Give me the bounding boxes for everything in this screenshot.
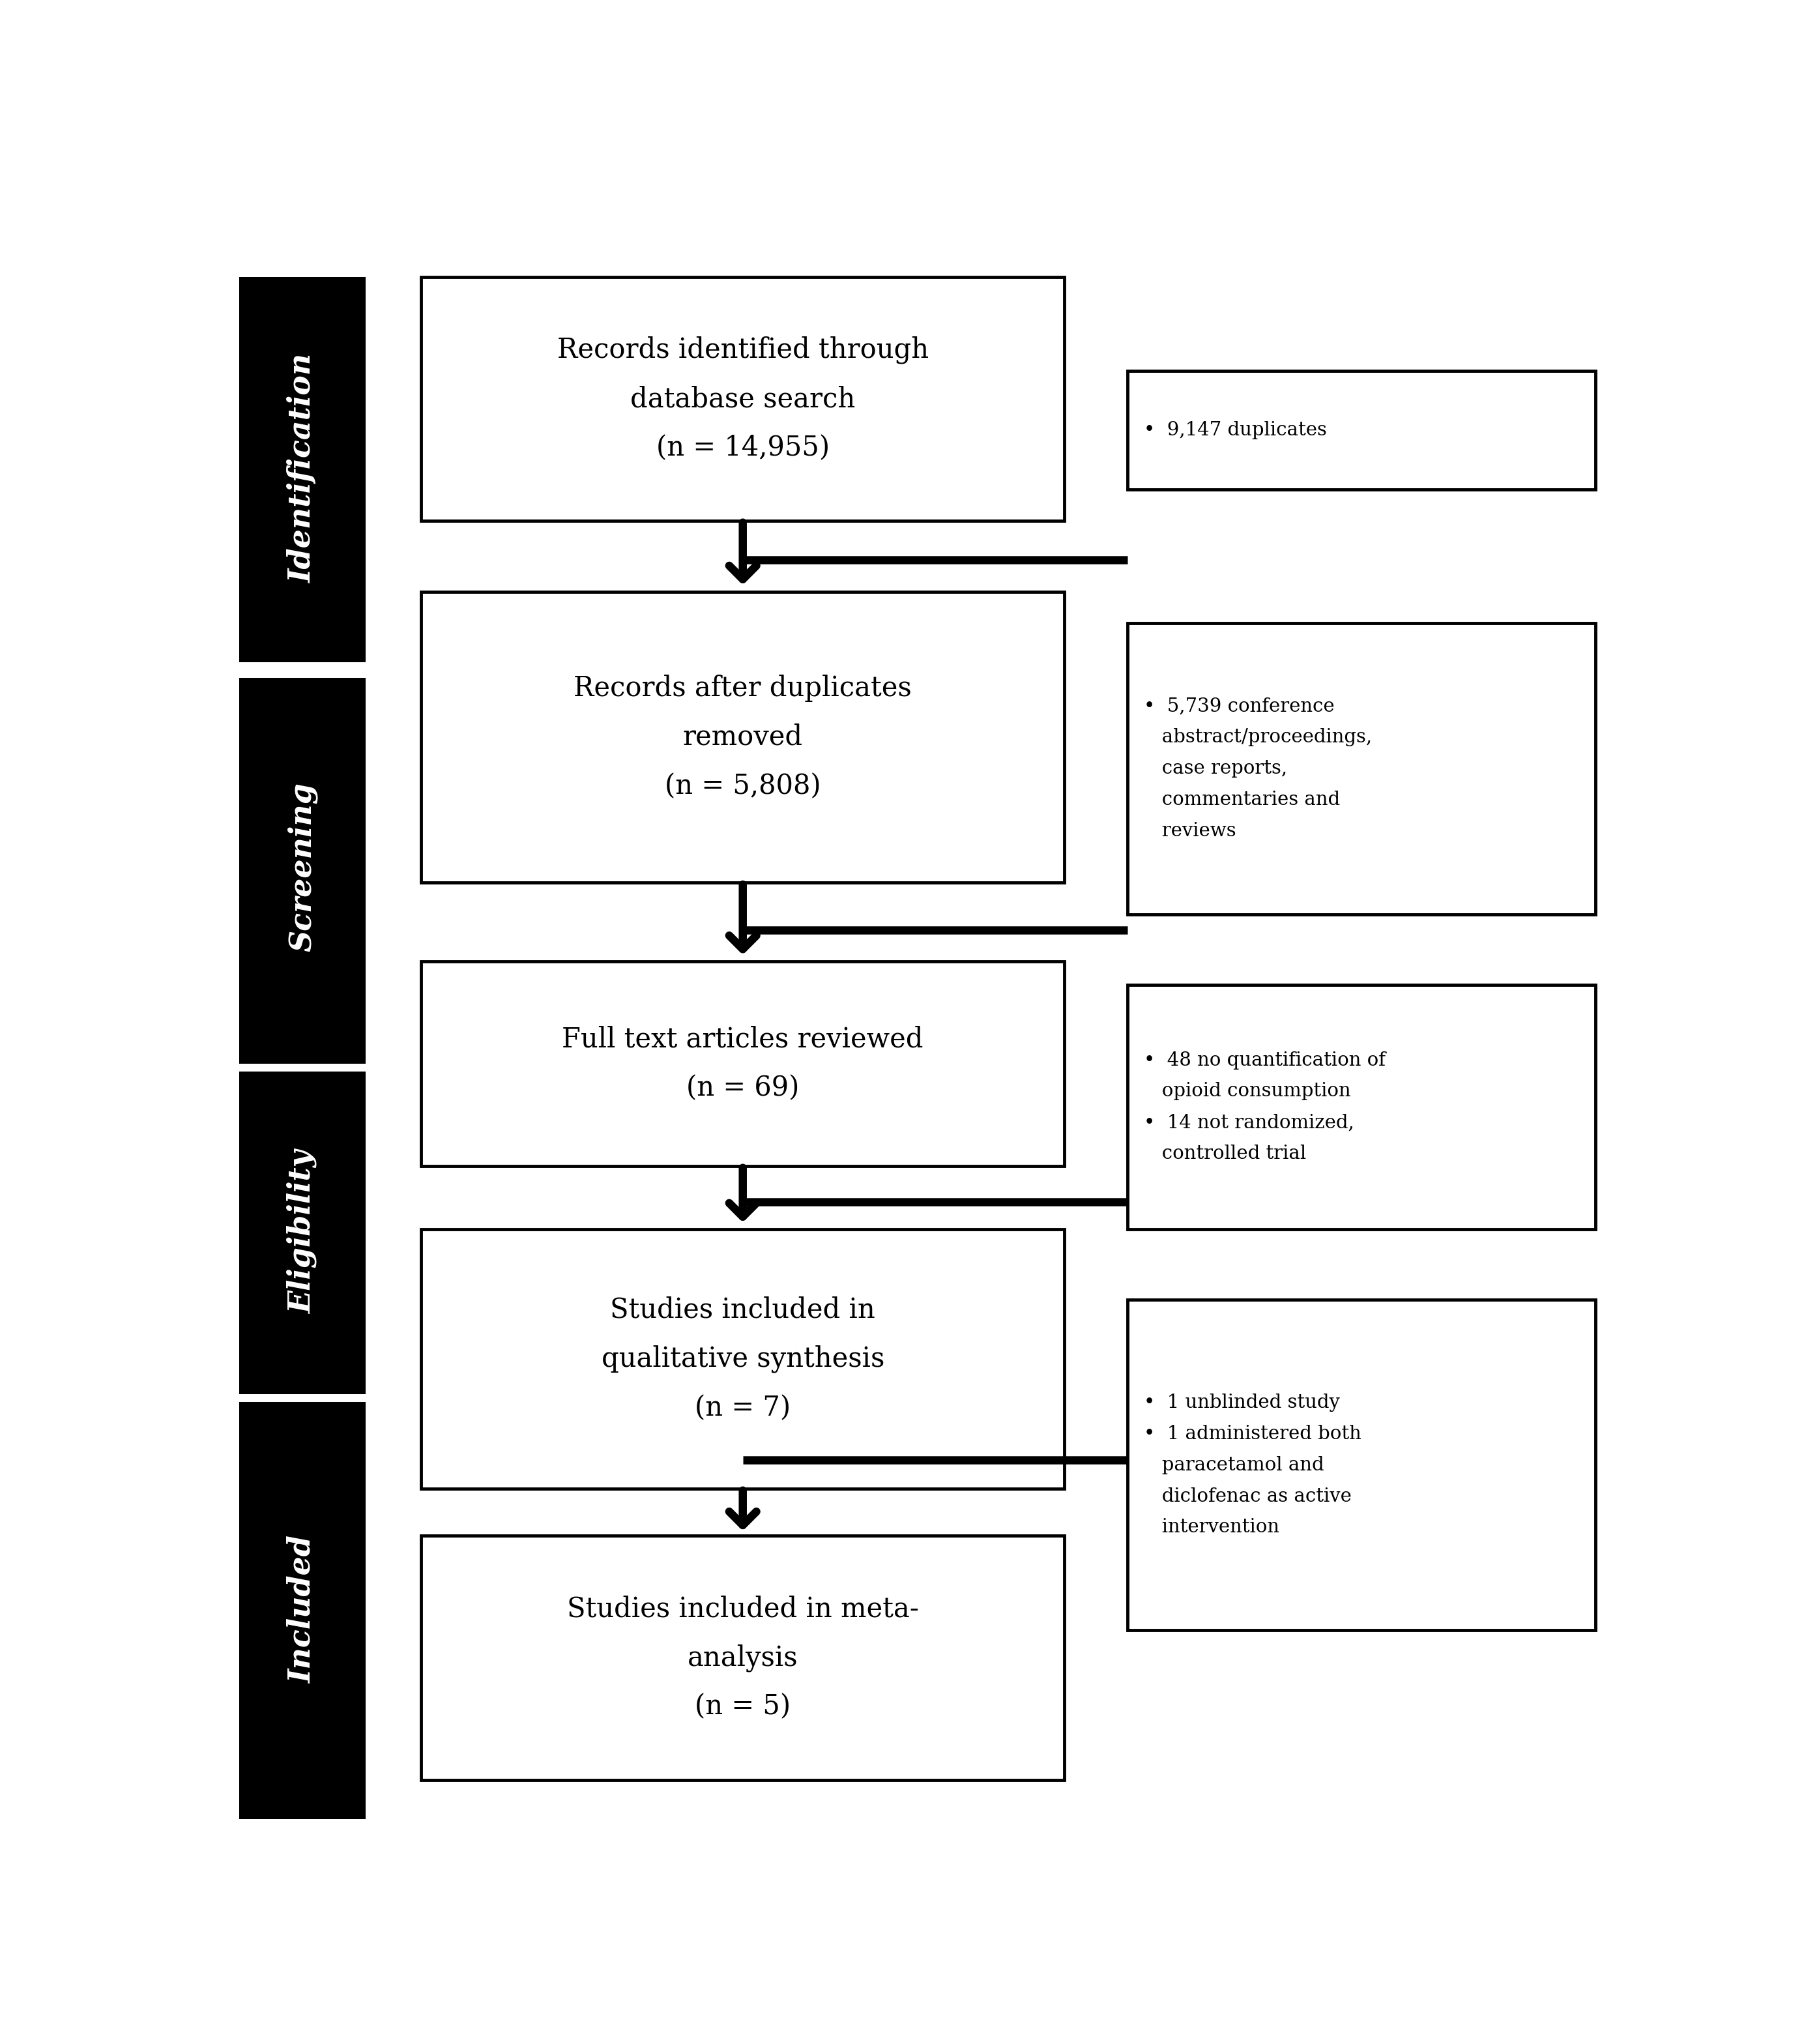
Bar [422, 1228, 1064, 1488]
Bar [422, 961, 1064, 1165]
Text: Studies included in
qualitative synthesis
(n = 7): Studies included in qualitative synthesi… [601, 1296, 884, 1421]
Text: Included: Included [287, 1535, 318, 1684]
Bar [1128, 985, 1597, 1228]
Bar [240, 276, 364, 662]
Text: Identification: Identification [287, 354, 318, 585]
Text: Full text articles reviewed
(n = 69): Full text articles reviewed (n = 69) [563, 1026, 924, 1102]
Bar [240, 1402, 364, 1819]
Text: •  1 unblinded study
•  1 administered both
   paracetamol and
   diclofenac as : • 1 unblinded study • 1 administered bot… [1144, 1394, 1362, 1537]
Bar [1128, 372, 1597, 489]
Bar [240, 1071, 364, 1394]
Text: •  9,147 duplicates: • 9,147 duplicates [1144, 421, 1328, 439]
Bar [1128, 1300, 1597, 1631]
Text: •  5,739 conference
   abstract/proceedings,
   case reports,
   commentaries an: • 5,739 conference abstract/proceedings,… [1144, 697, 1373, 840]
Text: Screening: Screening [287, 783, 318, 953]
Bar [422, 276, 1064, 521]
Bar [240, 679, 364, 1063]
Bar [422, 591, 1064, 883]
Bar [422, 1535, 1064, 1780]
Text: Studies included in meta-
analysis
(n = 5): Studies included in meta- analysis (n = … [566, 1594, 918, 1721]
Text: Eligibility: Eligibility [287, 1151, 318, 1314]
Bar [1128, 623, 1597, 914]
Text: •  48 no quantification of
   opioid consumption
•  14 not randomized,
   contro: • 48 no quantification of opioid consump… [1144, 1051, 1385, 1163]
Text: Records identified through
database search
(n = 14,955): Records identified through database sear… [557, 335, 929, 462]
Text: Records after duplicates
removed
(n = 5,808): Records after duplicates removed (n = 5,… [574, 675, 911, 799]
